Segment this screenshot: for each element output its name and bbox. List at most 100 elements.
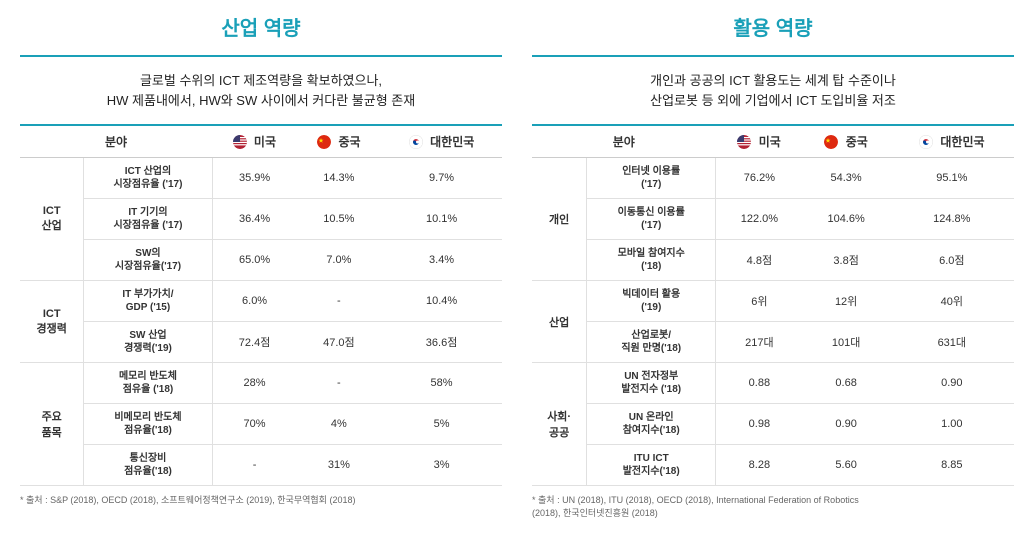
table-row: 산업빅데이터 활용('19)6위12위40위	[532, 281, 1014, 322]
sub-header: SW 산업경쟁력('19)	[84, 322, 212, 363]
sub-header: IT 기기의시장점유율 ('17)	[84, 199, 212, 240]
data-cell: 10.1%	[381, 199, 502, 240]
col-kr: 대한민국	[890, 126, 1014, 158]
col-cn-label: 중국	[846, 135, 868, 149]
group-header: 주요품목	[20, 363, 84, 486]
left-title: 산업 역량	[20, 12, 502, 41]
data-cell: 1.00	[890, 404, 1014, 445]
table-row: UN 온라인참여지수('18)0.980.901.00	[532, 404, 1014, 445]
table-row: SW 산업경쟁력('19)72.4점47.0점36.6점	[20, 322, 502, 363]
table-row: 이동통신 이용률('17)122.0%104.6%124.8%	[532, 199, 1014, 240]
data-cell: 5.60	[803, 445, 890, 486]
sub-header: ICT 산업의시장점유율 ('17)	[84, 158, 212, 199]
sub-header: 인터넷 이용률('17)	[587, 158, 716, 199]
sub-header: 비메모리 반도체점유율('18)	[84, 404, 212, 445]
flag-us-icon	[737, 135, 751, 149]
sub-header: SW의시장점유율('17)	[84, 240, 212, 281]
sub-header: 모바일 참여지수('18)	[587, 240, 716, 281]
group-header: ICT산업	[20, 158, 84, 281]
data-cell: 124.8%	[890, 199, 1014, 240]
table-row: ICT경쟁력IT 부가가치/GDP ('15)6.0%-10.4%	[20, 281, 502, 322]
col-kr-label: 대한민국	[940, 135, 984, 149]
flag-cn-icon	[317, 135, 331, 149]
data-cell: 0.88	[716, 363, 803, 404]
data-cell: 6위	[716, 281, 803, 322]
data-cell: 58%	[381, 363, 502, 404]
data-cell: 0.98	[716, 404, 803, 445]
flag-kr-icon	[919, 135, 933, 149]
sub-header: UN 전자정부발전지수 ('18)	[587, 363, 716, 404]
sub-header: 메모리 반도체점유율 ('18)	[84, 363, 212, 404]
right-footnote: * 출처 : UN (2018), ITU (2018), OECD (2018…	[532, 494, 1014, 519]
sub-header: 통신장비점유율('18)	[84, 445, 212, 486]
table-header-row: 분야 미국 중국 대한민국	[532, 126, 1014, 158]
left-desc-line1: 글로벌 수위의 ICT 제조역량을 확보하였으나,	[140, 73, 382, 88]
data-cell: 65.0%	[212, 240, 297, 281]
data-cell: 8.85	[890, 445, 1014, 486]
left-desc-line2: HW 제품내에서, HW와 SW 사이에서 커다란 불균형 존재	[107, 93, 415, 108]
data-cell: 217대	[716, 322, 803, 363]
left-desc: 글로벌 수위의 ICT 제조역량을 확보하였으나, HW 제품내에서, HW와 …	[20, 55, 502, 126]
data-cell: 70%	[212, 404, 297, 445]
col-cn: 중국	[803, 126, 890, 158]
data-cell: 36.4%	[212, 199, 297, 240]
right-title: 활용 역량	[532, 12, 1014, 41]
data-cell: 8.28	[716, 445, 803, 486]
table-row: 모바일 참여지수('18)4.8점3.8점6.0점	[532, 240, 1014, 281]
data-cell: 31%	[297, 445, 382, 486]
data-cell: 72.4점	[212, 322, 297, 363]
data-cell: 0.90	[890, 363, 1014, 404]
flag-us-icon	[233, 135, 247, 149]
col-field: 분야	[20, 126, 212, 158]
table-row: 통신장비점유율('18)-31%3%	[20, 445, 502, 486]
group-header: 사회·공공	[532, 363, 587, 486]
left-table: 분야 미국 중국 대한민국 ICT산업ICT 산업의시장점유율 ('17)	[20, 126, 502, 486]
right-panel: 활용 역량 개인과 공공의 ICT 활용도는 세계 탑 수준이나 산업로봇 등 …	[532, 12, 1014, 519]
data-cell: 101대	[803, 322, 890, 363]
data-cell: 0.68	[803, 363, 890, 404]
col-us-label: 미국	[759, 135, 781, 149]
data-cell: 6.0점	[890, 240, 1014, 281]
col-cn-label: 중국	[338, 135, 360, 149]
flag-cn-icon	[824, 135, 838, 149]
sub-header: 이동통신 이용률('17)	[587, 199, 716, 240]
right-desc-line1: 개인과 공공의 ICT 활용도는 세계 탑 수준이나	[650, 73, 896, 88]
data-cell: 95.1%	[890, 158, 1014, 199]
data-cell: 122.0%	[716, 199, 803, 240]
table-row: ITU ICT발전지수('18)8.285.608.85	[532, 445, 1014, 486]
sub-header: 산업로봇/직원 만명('18)	[587, 322, 716, 363]
table-row: 주요품목메모리 반도체점유율 ('18)28%-58%	[20, 363, 502, 404]
data-cell: 4.8점	[716, 240, 803, 281]
data-cell: 47.0점	[297, 322, 382, 363]
data-cell: 14.3%	[297, 158, 382, 199]
data-cell: 36.6점	[381, 322, 502, 363]
data-cell: 631대	[890, 322, 1014, 363]
data-cell: 104.6%	[803, 199, 890, 240]
right-table: 분야 미국 중국 대한민국 개인인터넷 이용률('17)76.2%54.3	[532, 126, 1014, 486]
table-row: IT 기기의시장점유율 ('17)36.4%10.5%10.1%	[20, 199, 502, 240]
sub-header: IT 부가가치/GDP ('15)	[84, 281, 212, 322]
data-cell: 3.4%	[381, 240, 502, 281]
data-cell: 4%	[297, 404, 382, 445]
data-cell: 7.0%	[297, 240, 382, 281]
main-wrap: 산업 역량 글로벌 수위의 ICT 제조역량을 확보하였으나, HW 제품내에서…	[20, 12, 1014, 519]
table-row: SW의시장점유율('17)65.0%7.0%3.4%	[20, 240, 502, 281]
data-cell: 54.3%	[803, 158, 890, 199]
table-row: 비메모리 반도체점유율('18)70%4%5%	[20, 404, 502, 445]
data-cell: 5%	[381, 404, 502, 445]
data-cell: 10.5%	[297, 199, 382, 240]
data-cell: 76.2%	[716, 158, 803, 199]
sub-header: ITU ICT발전지수('18)	[587, 445, 716, 486]
table-row: 개인인터넷 이용률('17)76.2%54.3%95.1%	[532, 158, 1014, 199]
group-header: ICT경쟁력	[20, 281, 84, 363]
flag-kr-icon	[409, 135, 423, 149]
group-header: 개인	[532, 158, 587, 281]
data-cell: 10.4%	[381, 281, 502, 322]
data-cell: -	[297, 281, 382, 322]
data-cell: 3%	[381, 445, 502, 486]
data-cell: 40위	[890, 281, 1014, 322]
sub-header: UN 온라인참여지수('18)	[587, 404, 716, 445]
left-footnote: * 출처 : S&P (2018), OECD (2018), 소프트웨어정책연…	[20, 494, 502, 507]
col-us: 미국	[716, 126, 803, 158]
data-cell: 6.0%	[212, 281, 297, 322]
